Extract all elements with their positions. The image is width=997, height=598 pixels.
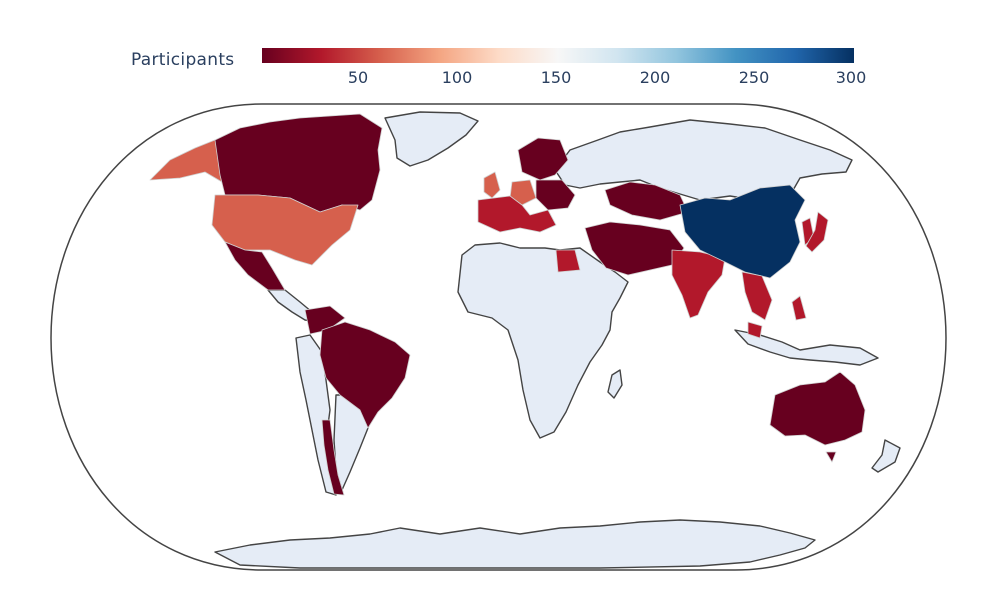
country-philippines	[791, 295, 807, 321]
country-mexico	[224, 241, 286, 291]
land-indonesia	[734, 329, 879, 366]
country-australia	[769, 371, 866, 446]
colorbar-tick-300: 300	[835, 68, 867, 87]
colorbar-title: Participants	[131, 50, 235, 70]
colorbar-tick-200: 200	[639, 68, 671, 87]
land-greenland	[384, 111, 479, 167]
country-germany	[509, 179, 537, 206]
country-colombia-venezuela	[304, 305, 346, 335]
globe-outline	[50, 103, 947, 571]
country-chile	[321, 419, 345, 496]
country-china	[679, 184, 806, 279]
country-scandinavia	[517, 137, 569, 181]
land-eurasia	[554, 119, 853, 201]
country-malaysia	[747, 321, 763, 339]
land-antarctica	[214, 519, 816, 569]
land-madagascar	[607, 369, 623, 399]
colorbar	[262, 48, 854, 63]
country-uk	[483, 171, 501, 199]
country-egypt	[555, 249, 581, 273]
colorbar-tick-50: 50	[347, 68, 369, 87]
country-japan	[805, 211, 829, 253]
colorbar-tick-250: 250	[738, 68, 770, 87]
country-western-europe	[477, 195, 557, 233]
country-tasmania	[825, 451, 837, 463]
land-new-zealand	[871, 439, 901, 473]
country-eastern-europe	[535, 179, 576, 211]
colorbar-tick-100: 100	[441, 68, 473, 87]
colorbar-tick-150: 150	[540, 68, 572, 87]
country-india	[671, 249, 726, 319]
land-africa-arabia	[457, 242, 629, 439]
country-southeast-asia	[741, 271, 773, 321]
country-brazil	[319, 321, 411, 429]
